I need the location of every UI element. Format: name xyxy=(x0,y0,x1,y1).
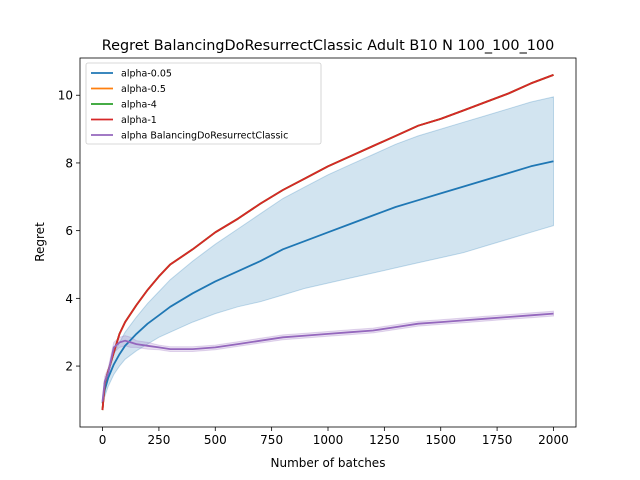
y-tick-label: 6 xyxy=(65,224,73,238)
alpha-balancingdoresurrectclassic-legend-label: alpha BalancingDoResurrectClassic xyxy=(121,131,288,142)
x-tick-label: 1500 xyxy=(425,433,456,447)
alpha-4-legend-label: alpha-4 xyxy=(121,100,157,111)
alpha-0-05-legend-label: alpha-0.05 xyxy=(121,69,172,80)
y-axis-label: Regret xyxy=(33,222,47,262)
x-tick-label: 1250 xyxy=(369,433,400,447)
confidence-bands xyxy=(102,96,554,407)
alpha-1-line xyxy=(101,74,554,411)
alpha-0-05-line xyxy=(101,160,554,404)
alpha-balancingdoresurrectclassic-line xyxy=(101,312,554,402)
y-tick-label: 8 xyxy=(65,156,73,170)
x-tick-label: 1750 xyxy=(482,433,513,447)
x-tick-label: 250 xyxy=(147,433,170,447)
x-tick-label: 0 xyxy=(99,433,107,447)
x-tick-label: 2000 xyxy=(538,433,569,447)
y-axis-ticks: 2 4 6 8 10 xyxy=(58,89,80,374)
series-lines xyxy=(101,74,554,411)
legend-items: alpha-0.05 alpha-0.5 alpha-4 alpha-1 alpha B… xyxy=(91,69,288,142)
alpha-0-05-band xyxy=(102,96,554,407)
x-tick-label: 750 xyxy=(260,433,283,447)
x-tick-label: 1000 xyxy=(313,433,344,447)
y-tick-label: 2 xyxy=(65,360,73,374)
y-tick-label: 10 xyxy=(58,89,73,103)
x-axis-ticks: 0 250 500 750 1000 1250 1500 1750 2000 xyxy=(99,427,569,447)
alpha-balancingdoresurrectclassic-band xyxy=(102,310,554,406)
alpha-1-legend-label: alpha-1 xyxy=(121,115,157,126)
x-axis-label: Number of batches xyxy=(271,456,386,470)
x-tick-label: 500 xyxy=(204,433,227,447)
legend: alpha-0.05 alpha-0.5 alpha-4 alpha-1 alpha B… xyxy=(85,62,322,145)
alpha-0-5-legend-label: alpha-0.5 xyxy=(121,84,166,95)
y-tick-label: 4 xyxy=(65,292,73,306)
chart-title: Regret BalancingDoResurrectClassic Adult… xyxy=(102,38,554,54)
legend-box xyxy=(85,62,322,145)
